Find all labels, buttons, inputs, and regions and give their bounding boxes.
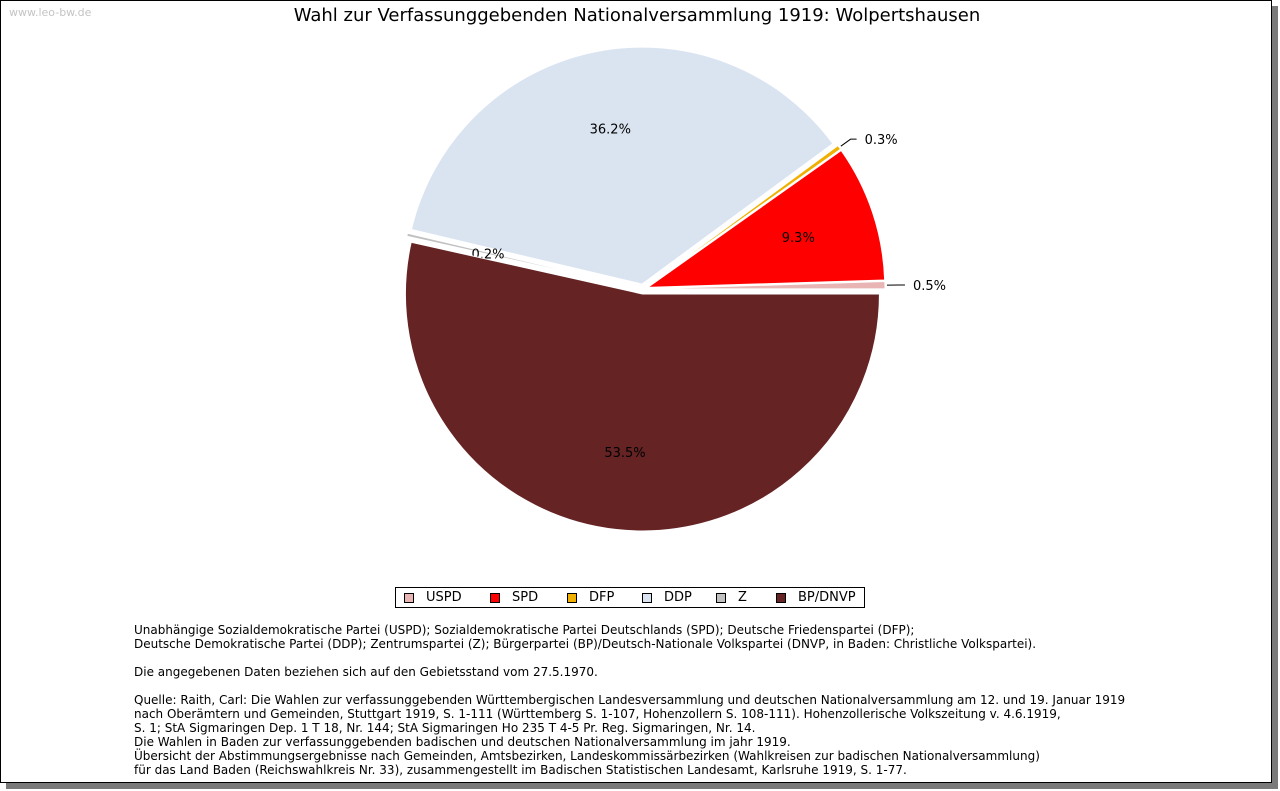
pie-chart: 0.5%9.3%0.3%36.2%0.2%53.5% [404,46,946,532]
legend-swatch [404,593,414,603]
pie-slice-uspd [647,280,886,290]
pie-slice-ddp [410,46,834,285]
pie-slice-spd [646,149,886,288]
slice-label-spd: 9.3% [782,231,815,246]
notes-source-line-3: S. 1; StA Sigmaringen Dep. 1 T 18, Nr. 1… [134,721,756,735]
slice-label-ddp: 36.2% [590,123,631,138]
notes-parties-line-2: Deutsche Demokratische Partei (DDP); Zen… [134,637,1037,651]
legend-label: USPD [426,590,462,605]
legend-swatch [567,593,577,603]
notes-territory: Die angegebenen Daten beziehen sich auf … [134,665,598,679]
legend-swatch [490,593,500,603]
notes-source-line-1: Quelle: Raith, Carl: Die Wahlen zur verf… [134,693,1126,707]
leader-line-dfp [840,138,857,147]
pie-slice-dfp [646,144,842,287]
notes-source-line-2: nach Oberämtern und Gemeinden, Stuttgart… [134,707,1061,721]
legend-label: SPD [512,590,539,605]
notes-parties-line-1: Unabhängige Sozialdemokratische Partei (… [134,623,915,637]
legend-swatch [776,593,786,603]
watermark: www.leo-bw.de [9,6,92,19]
pie-slice-z [406,232,639,289]
legend-label: DDP [664,590,692,605]
notes-source-line-6: für das Land Baden (Reichswahlkreis Nr. … [134,763,907,777]
pie-slice-bp-dnvp [404,241,880,532]
legend-label: BP/DNVP [798,590,856,605]
legend-label: DFP [589,590,615,605]
slice-label-uspd: 0.5% [913,279,946,294]
legend-swatch [716,593,726,603]
legend-label: Z [738,590,747,605]
notes: Unabhängige Sozialdemokratische Partei (… [134,623,1254,777]
legend-swatch [642,593,652,603]
notes-source-line-5: Übersicht der Abstimmungsergebnisse nach… [134,749,1040,763]
slice-label-dfp: 0.3% [865,133,898,148]
legend: USPD SPD DFP DDP Z BP/DNVP [395,587,865,608]
chart-title: Wahl zur Verfassunggebenden Nationalvers… [293,5,981,26]
notes-source-line-4: Die Wahlen in Baden zur verfassunggebend… [134,735,791,749]
slice-label-bp-dnvp: 53.5% [604,446,645,461]
